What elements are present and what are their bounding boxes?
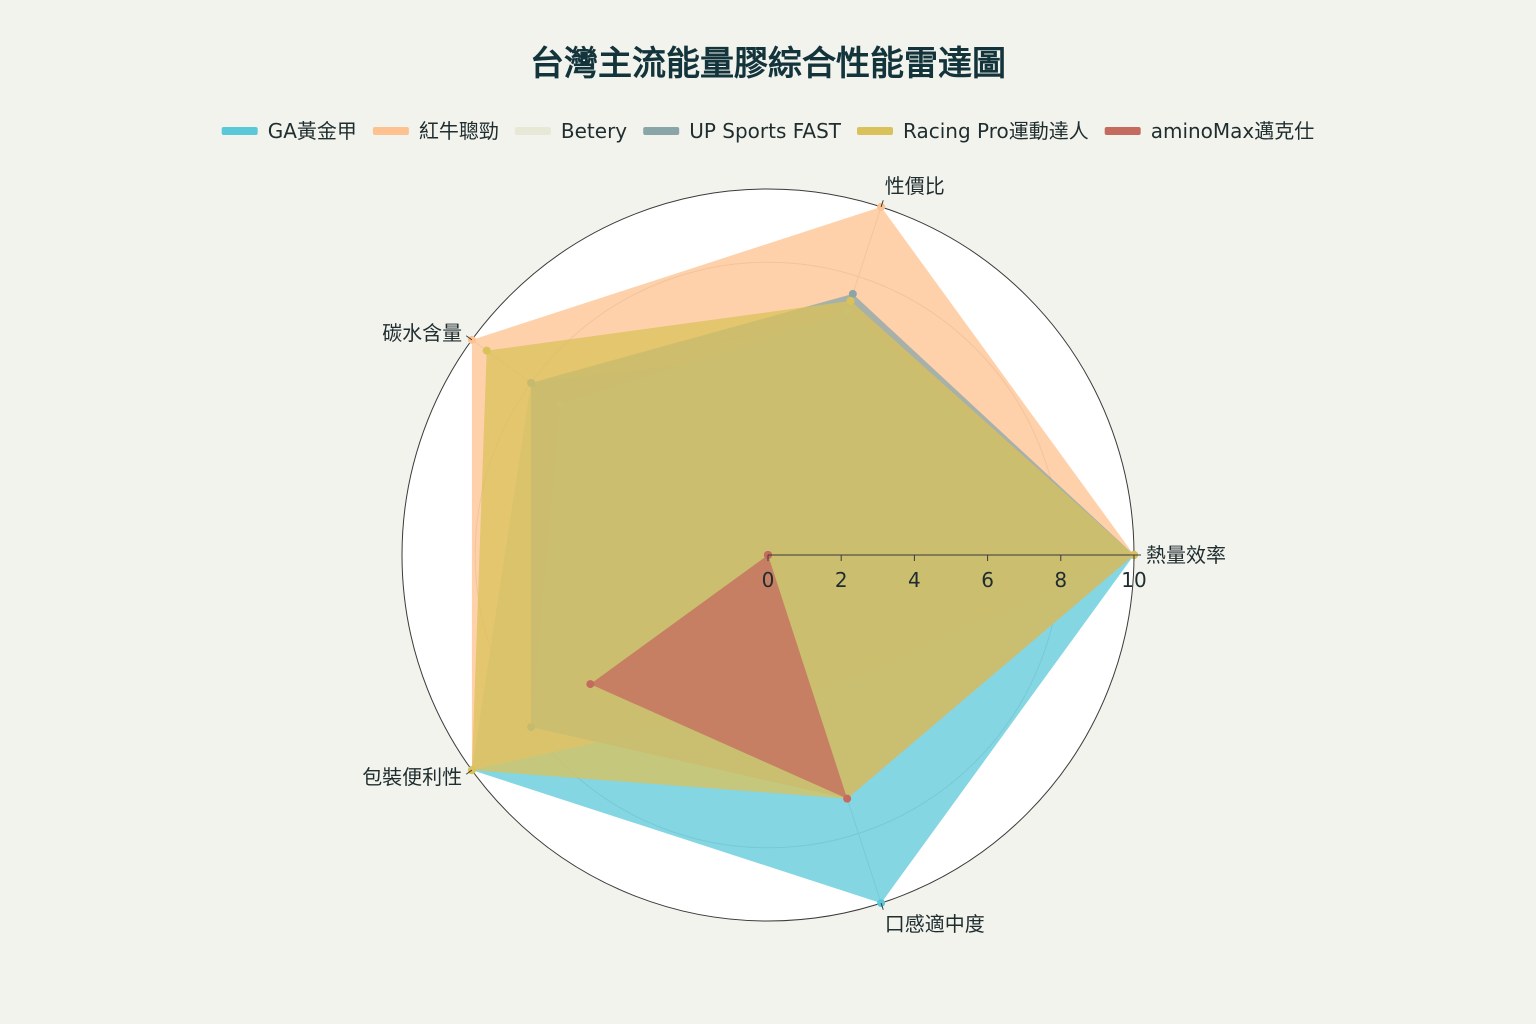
data-point (848, 289, 857, 298)
legend-marker (1118, 127, 1127, 135)
axis-label: 包裝便利性 (362, 765, 462, 789)
radial-tick-label: 4 (908, 568, 921, 592)
legend-marker (528, 127, 537, 135)
radial-tick-label: 0 (762, 568, 775, 592)
legend-label: GA黃金甲 (268, 119, 357, 143)
axis-label: 口感適中度 (885, 912, 985, 936)
legend-marker (871, 127, 879, 135)
legend: GA黃金甲 紅牛聰勁 Betery UP Sports FAST Racing Pro運… (221, 119, 1315, 143)
legend-item-betery[interactable]: Betery (514, 119, 627, 143)
legend-label: Betery (561, 119, 627, 143)
legend-label: Racing Pro運動達人 (903, 119, 1089, 143)
axis-label: 碳水含量 (382, 321, 462, 345)
radial-tick-label: 6 (981, 568, 994, 592)
radar-series-group (467, 202, 1138, 908)
legend-item-racing-pro[interactable]: Racing Pro運動達人 (857, 119, 1089, 143)
legend-marker (657, 127, 666, 135)
data-point (846, 296, 855, 305)
legend-label: aminoMax邁克仕 (1151, 119, 1315, 143)
radial-tick-label: 2 (835, 568, 848, 592)
data-point (843, 794, 852, 803)
legend-label: 紅牛聰勁 (419, 119, 499, 143)
legend-item-item-1[interactable]: 紅牛聰勁 (372, 119, 499, 143)
legend-item-up-sports-fast[interactable]: UP Sports FAST (643, 119, 842, 143)
legend-item-ga[interactable]: GA黃金甲 (221, 119, 357, 143)
legend-marker (386, 127, 395, 135)
axis-label: 性價比 (885, 174, 945, 198)
axis-label: 熱量效率 (1146, 543, 1226, 567)
chart-title: 台灣主流能量膠綜合性能雷達圖 (530, 44, 1006, 84)
angular-tick-mark (880, 200, 884, 208)
angular-tick-mark (465, 769, 473, 775)
data-point (586, 680, 595, 689)
legend-item-aminomax[interactable]: aminoMax邁克仕 (1104, 119, 1315, 143)
legend-marker (235, 127, 244, 135)
angular-tick-mark (465, 335, 473, 341)
radial-tick-label: 10 (1121, 568, 1146, 592)
data-point (482, 346, 491, 355)
legend-label: UP Sports FAST (689, 119, 842, 143)
series-area (590, 555, 848, 799)
angular-tick-mark (880, 902, 884, 910)
radial-tick-label: 8 (1054, 568, 1067, 592)
